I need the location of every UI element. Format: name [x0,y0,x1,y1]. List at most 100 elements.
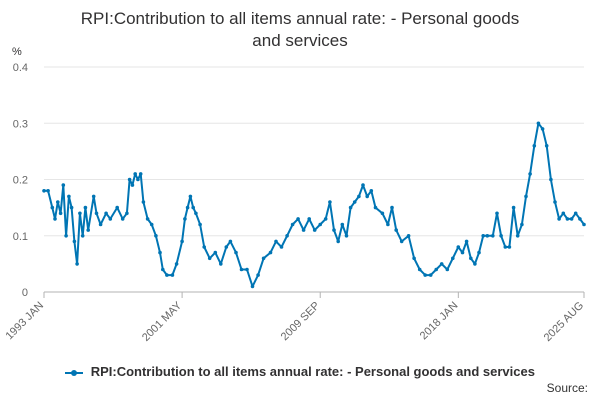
data-point [481,234,486,238]
data-point [569,217,574,221]
data-point [138,172,143,176]
data-point [369,189,374,193]
data-point [520,222,524,227]
data-point [250,284,255,289]
data-point [417,267,422,272]
data-point [165,273,169,277]
data-point [477,250,481,255]
data-point [245,267,249,272]
y-axis-ticks: 0 0.1 0.2 0.3 0.4 [13,62,28,299]
data-point [56,200,60,204]
legend-label: RPI:Contribution to all items annual rat… [90,364,535,379]
data-point [390,205,394,210]
data-point [573,211,578,216]
data-point [328,200,332,204]
data-point [145,217,150,221]
y-tick-label: 0.4 [13,62,28,74]
data-point [185,205,190,210]
data-point [582,222,586,227]
data-point [78,211,82,216]
data-point [69,205,74,210]
source-label: Source: [546,381,588,395]
data-point [511,205,516,210]
data-point [80,234,85,238]
data-point [115,205,119,210]
data-point [53,217,57,221]
data-point [332,228,336,232]
data-point [202,245,206,249]
data-point [285,234,289,238]
data-point [323,217,328,221]
data-point [344,234,349,238]
data-point [58,211,63,216]
data-point [104,211,108,216]
data-point [380,211,385,216]
y-tick-label: 0.1 [13,231,28,243]
data-point [261,256,266,261]
data-point [445,267,450,272]
data-point [72,239,77,244]
series-group [42,121,586,289]
data-point [318,222,323,227]
x-tick-label: 2001 MAY [140,299,185,344]
y-tick-label: 0 [22,287,28,299]
data-point [46,189,50,193]
data-point [290,222,295,227]
data-point [499,234,503,238]
data-point [98,222,103,227]
data-point [194,211,198,216]
data-point [428,273,433,277]
y-tick-label: 0.3 [13,118,28,130]
data-point [108,217,113,221]
data-point [312,228,317,232]
data-point [524,194,528,199]
data-point [198,222,202,227]
legend-swatch-icon [65,368,84,378]
data-point [130,183,135,187]
data-point [174,262,179,266]
data-point [307,217,312,221]
data-point [180,239,184,244]
chart-title-line-1: RPI:Contribution to all items annual rat… [80,9,520,28]
data-point [495,211,499,216]
data-point [549,177,553,182]
data-point [361,183,365,187]
data-point [213,250,218,255]
x-tick-label: 1993 JAN [3,300,46,343]
data-point [170,273,175,277]
data-point [565,217,570,221]
data-point [86,228,90,232]
data-point [464,239,469,244]
data-point [507,245,512,249]
data-point [256,273,260,277]
data-point [219,262,223,266]
data-point [42,189,46,193]
data-point [460,250,465,255]
data-point [561,211,566,216]
data-point [412,256,416,261]
data-point [451,256,455,261]
data-point [141,200,146,204]
data-point [473,262,477,266]
data-point [352,200,357,204]
data-point [301,228,306,232]
data-point [423,273,428,277]
data-point [228,239,233,244]
data-point [191,205,195,210]
data-point [234,250,238,255]
data-point [125,211,129,216]
data-point [456,245,461,249]
data-point [386,222,390,227]
y-axis-unit: % [12,46,22,58]
data-point [274,239,278,244]
data-point [469,256,473,261]
data-point [94,211,99,216]
data-point [50,205,55,210]
data-point [136,177,140,182]
data-point [528,172,532,176]
data-point [399,239,404,244]
data-point [406,234,411,238]
data-point [544,144,549,148]
data-point [158,250,162,255]
